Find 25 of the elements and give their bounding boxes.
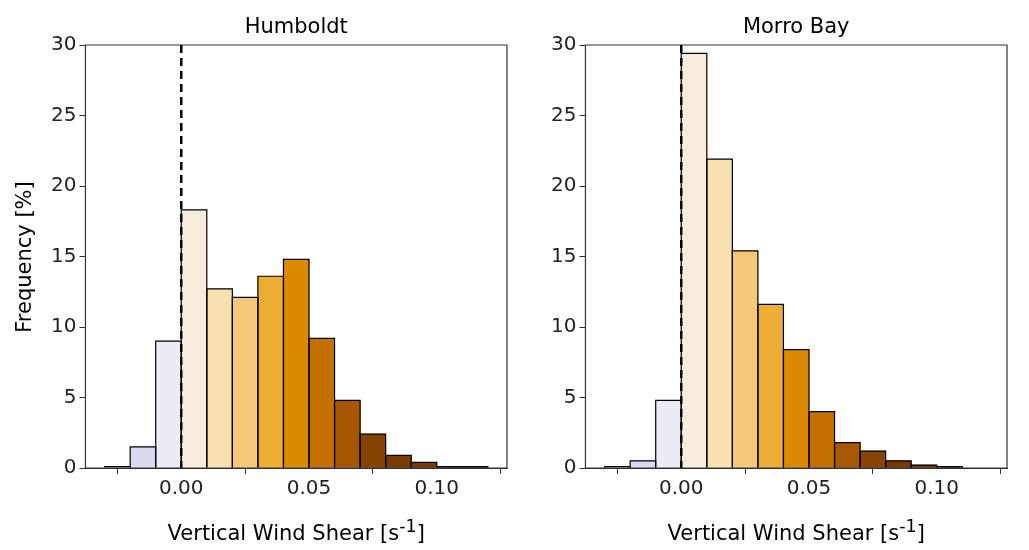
y-tick-label: 20: [551, 172, 577, 197]
y-tick-label: 25: [551, 101, 577, 126]
y-axis-title: Frequency [%]: [12, 180, 36, 333]
chart-title: Morro Bay: [742, 14, 850, 38]
y-tick-label: 0: [563, 454, 577, 479]
y-tick-label: 5: [63, 383, 77, 408]
x-axis-title: Vertical Wind Shear [s$^{-1}$]: [667, 516, 925, 545]
y-tick-label: 0: [63, 454, 77, 479]
y-tick-label: 25: [51, 101, 77, 126]
y-tick-label: 5: [563, 383, 577, 408]
y-tick-label: 15: [551, 242, 577, 267]
y-tick-label: 30: [51, 31, 77, 56]
y-tick-label: 10: [51, 313, 77, 338]
x-axis-title: Vertical Wind Shear [s$^{-1}$]: [167, 516, 425, 545]
x-tick-label: 0.10: [914, 475, 960, 500]
y-tick-label: 10: [551, 313, 577, 338]
y-tick-label: 20: [51, 172, 77, 197]
y-tick-label: 30: [551, 31, 577, 56]
x-tick-label: 0.00: [158, 475, 204, 500]
y-tick-label: 15: [51, 242, 77, 267]
x-tick-label: 0.10: [414, 475, 460, 500]
x-tick-label: 0.00: [658, 475, 704, 500]
chart-title: Humboldt: [244, 14, 348, 38]
x-tick-label: 0.05: [286, 475, 332, 500]
x-tick-label: 0.05: [786, 475, 832, 500]
